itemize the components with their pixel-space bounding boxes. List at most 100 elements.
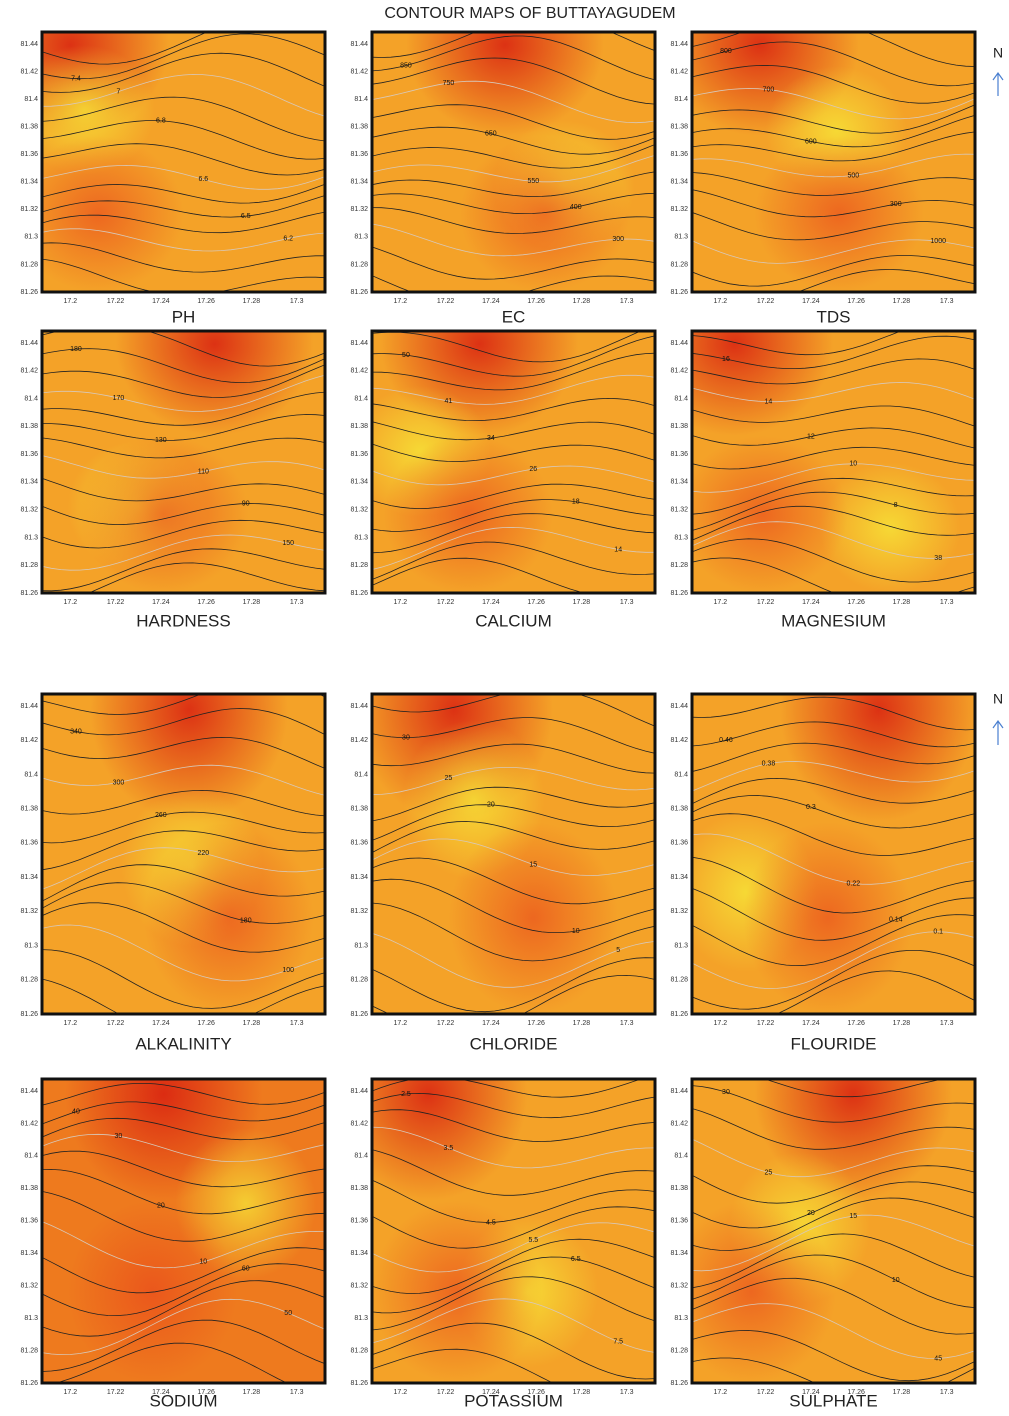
y-tick-label: 81.44: [20, 41, 38, 48]
y-tick-label: 81.44: [350, 703, 368, 710]
color-spot: [372, 32, 655, 292]
y-tick-label: 81.34: [20, 179, 38, 186]
y-tick-label: 81.38: [350, 806, 368, 813]
x-tick-label: 17.22: [437, 1389, 455, 1396]
contour-label: 50: [402, 352, 410, 359]
y-tick-label: 81.38: [670, 1185, 688, 1192]
y-tick-label: 81.3: [354, 1315, 368, 1322]
contour-label: 400: [570, 204, 582, 211]
y-tick-label: 81.34: [670, 1250, 688, 1257]
color-spot: [692, 32, 975, 292]
contour-label: 7.4: [71, 75, 81, 82]
contour-label: 2.5: [401, 1091, 411, 1098]
x-tick-label: 17.28: [243, 1020, 261, 1027]
y-tick-label: 81.42: [20, 1120, 38, 1127]
y-tick-label: 81.32: [20, 1283, 38, 1290]
contour-label: 500: [847, 172, 859, 179]
y-tick-label: 81.38: [350, 124, 368, 131]
y-tick-label: 81.28: [350, 1347, 368, 1354]
y-tick-label: 81.26: [670, 590, 688, 597]
y-tick-label: 81.32: [350, 507, 368, 514]
x-tick-label: 17.2: [713, 1389, 727, 1396]
y-tick-label: 81.36: [670, 151, 688, 158]
color-spot: [692, 694, 975, 1014]
contour-panel: [692, 694, 975, 1028]
panel-label: PH: [172, 307, 196, 326]
y-tick-label: 81.3: [354, 534, 368, 541]
y-tick-label: 81.38: [20, 1185, 38, 1192]
x-tick-label: 17.24: [482, 1020, 500, 1027]
y-tick-label: 81.26: [350, 289, 368, 296]
contour-label: 90: [242, 500, 250, 507]
y-tick-label: 81.42: [350, 737, 368, 744]
y-tick-label: 81.38: [670, 423, 688, 430]
x-tick-label: 17.22: [437, 1020, 455, 1027]
x-tick-label: 17.24: [802, 298, 820, 305]
contour-label: 0.46: [719, 737, 733, 744]
y-tick-label: 81.4: [354, 1153, 368, 1160]
x-tick-label: 17.26: [847, 1020, 865, 1027]
x-tick-label: 17.3: [290, 599, 304, 606]
y-tick-label: 81.3: [674, 942, 688, 949]
contour-label: 300: [890, 201, 902, 208]
north-label: N: [993, 691, 1003, 707]
contour-panel: [42, 680, 325, 1034]
contour-label: 700: [763, 86, 775, 93]
y-tick-label: 81.28: [20, 977, 38, 984]
y-tick-label: 81.32: [20, 206, 38, 213]
x-tick-label: 17.2: [63, 298, 77, 305]
x-tick-label: 17.26: [847, 599, 865, 606]
contour-label: 5.5: [528, 1237, 538, 1244]
y-tick-label: 81.3: [24, 534, 38, 541]
y-tick-label: 81.44: [670, 340, 688, 347]
contour-label: 16: [722, 356, 730, 363]
north-label: N: [993, 45, 1003, 61]
color-spot: [372, 331, 655, 593]
y-tick-label: 81.34: [20, 479, 38, 486]
contour-label: 38: [934, 555, 942, 562]
y-tick-label: 81.38: [20, 423, 38, 430]
x-tick-label: 17.3: [290, 1020, 304, 1027]
contour-label: 550: [527, 178, 539, 185]
y-tick-label: 81.32: [670, 908, 688, 915]
contour-label: 180: [70, 346, 82, 353]
contour-label: 340: [70, 728, 82, 735]
contour-panel: [692, 19, 975, 308]
x-tick-label: 17.22: [757, 298, 775, 305]
x-tick-label: 17.3: [620, 599, 634, 606]
contour-label: 3.5: [444, 1145, 454, 1152]
y-tick-label: 81.34: [350, 874, 368, 881]
y-tick-label: 81.36: [20, 151, 38, 158]
x-tick-label: 17.2: [393, 1389, 407, 1396]
north-arrow: [993, 721, 1003, 745]
y-tick-label: 81.26: [20, 289, 38, 296]
y-tick-label: 81.4: [24, 395, 38, 402]
contour-label: 30: [115, 1133, 123, 1140]
contour-panel: [42, 1079, 325, 1397]
panel-label: TDS: [817, 307, 851, 326]
contour-label: 15: [529, 861, 537, 868]
x-tick-label: 17.28: [573, 1389, 591, 1396]
contour-label: 30: [402, 735, 410, 742]
contour-label: 15: [849, 1213, 857, 1220]
north-arrow: [993, 73, 1003, 96]
panel-label: CHLORIDE: [470, 1034, 558, 1053]
y-tick-label: 81.3: [354, 234, 368, 241]
contour-label: 60: [242, 1265, 250, 1272]
color-spot: [42, 1079, 325, 1383]
y-tick-label: 81.26: [670, 289, 688, 296]
x-tick-label: 17.22: [107, 298, 125, 305]
y-tick-label: 81.4: [354, 395, 368, 402]
y-tick-label: 81.36: [670, 1218, 688, 1225]
y-tick-label: 81.36: [350, 451, 368, 458]
contour-label: 14: [614, 546, 622, 553]
y-tick-label: 81.34: [350, 1250, 368, 1257]
panel-label: ALKALINITY: [135, 1034, 231, 1053]
contour-label: 800: [720, 48, 732, 55]
y-tick-label: 81.28: [670, 562, 688, 569]
y-tick-label: 81.44: [350, 41, 368, 48]
x-tick-label: 17.28: [893, 1389, 911, 1396]
y-tick-label: 81.42: [670, 368, 688, 375]
y-tick-label: 81.4: [354, 96, 368, 103]
contour-panel: [372, 689, 655, 1034]
